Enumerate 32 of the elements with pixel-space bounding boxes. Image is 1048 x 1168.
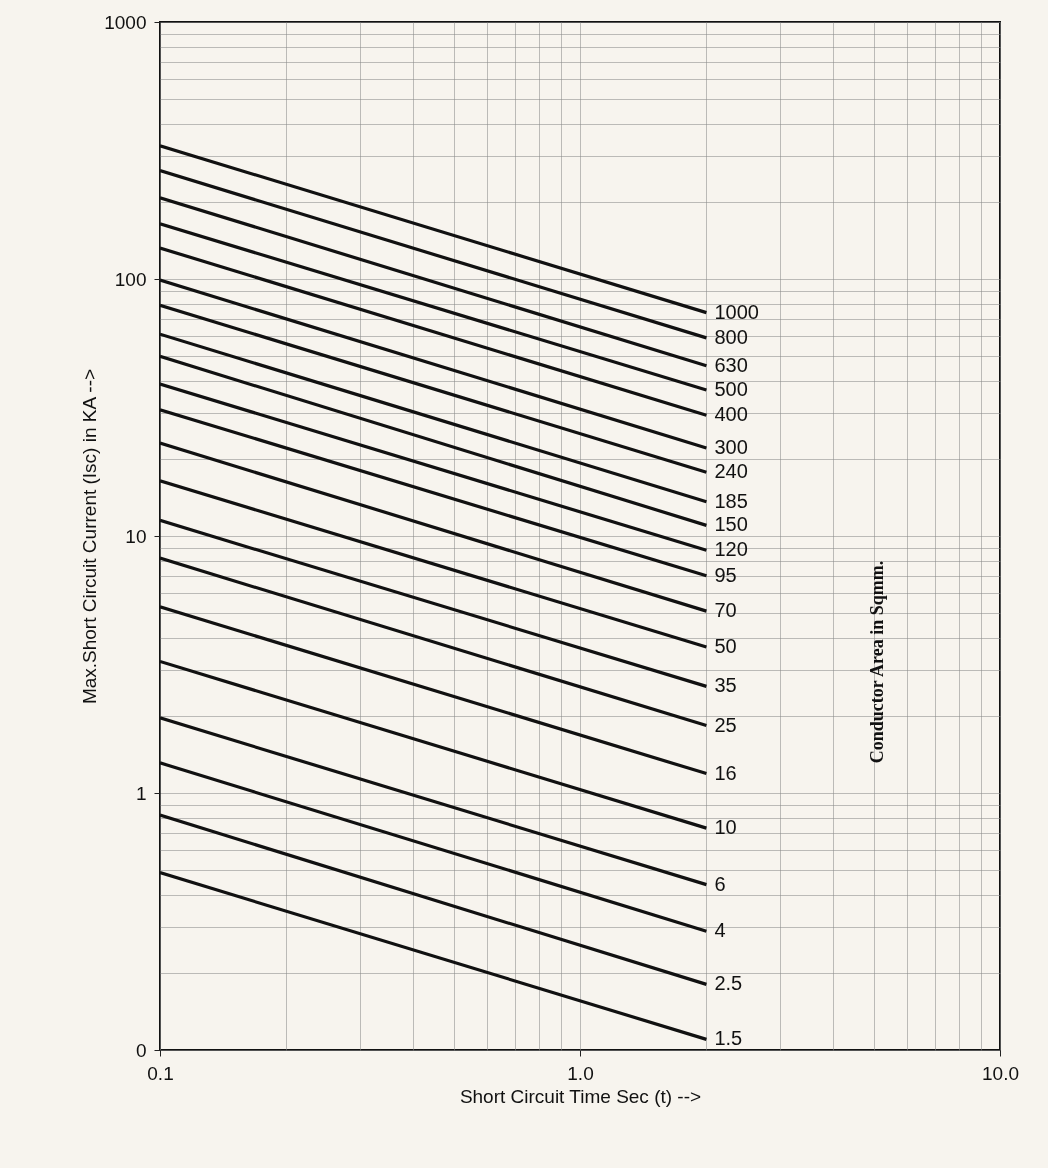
x-tick-label: 10.0	[982, 1062, 1019, 1084]
series-label: 10	[714, 816, 737, 839]
series-label: 6	[714, 872, 726, 895]
series-label: 4	[714, 919, 726, 942]
series-label: 1000	[714, 300, 759, 323]
y-tick-label: 100	[114, 268, 147, 290]
series-label: 1.5	[714, 1027, 743, 1050]
series-label: 120	[714, 538, 748, 561]
series-label: 16	[714, 761, 737, 784]
x-tick-label: 0.1	[147, 1062, 174, 1084]
series-label: 500	[714, 377, 748, 400]
legend-title: Conductor Area in Sqmm.	[867, 560, 887, 764]
series-label: 2.5	[714, 972, 743, 995]
series-label: 95	[714, 563, 737, 586]
series-label: 70	[714, 599, 737, 622]
series-label: 630	[714, 353, 748, 376]
series-label: 25	[714, 713, 737, 736]
y-tick-label: 10	[125, 525, 147, 547]
series-label: 400	[714, 403, 748, 426]
series-label: 300	[714, 436, 748, 458]
x-tick-label: 1.0	[567, 1062, 594, 1084]
series-label: 150	[714, 513, 748, 536]
y-axis-title: Max.Short Circuit Current (Isc) in KA -->	[79, 368, 101, 705]
series-label: 35	[714, 674, 737, 697]
series-label: 50	[714, 634, 737, 657]
y-tick-label: 0	[135, 1039, 147, 1061]
x-axis-title: Short Circuit Time Sec (t) -->	[459, 1085, 702, 1107]
y-tick-label: 1	[135, 782, 147, 804]
series-label: 800	[714, 325, 748, 348]
series-label: 240	[714, 460, 748, 483]
y-tick-label: 1000	[104, 11, 147, 33]
series-label: 185	[714, 489, 748, 512]
